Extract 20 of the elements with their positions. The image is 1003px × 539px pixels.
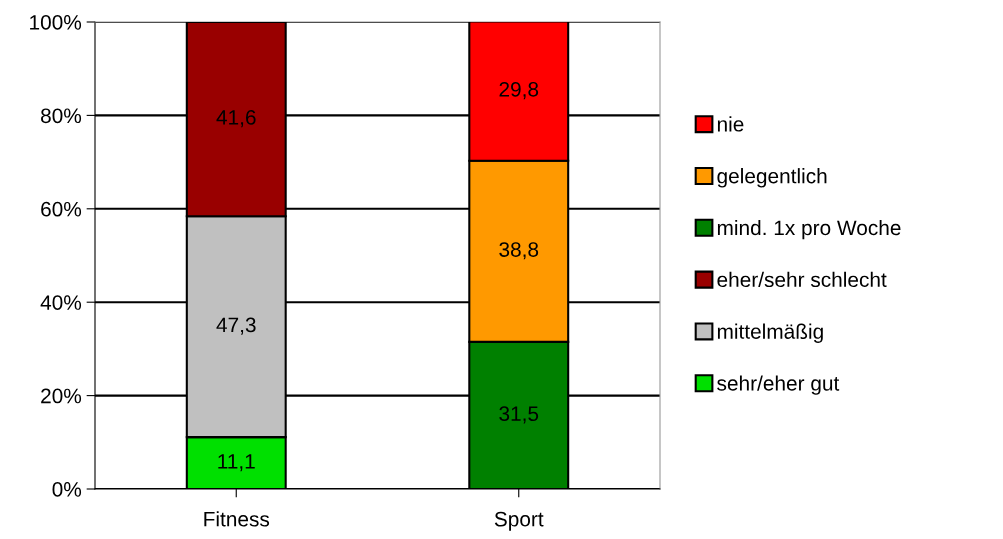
y-tick-label: 0% — [52, 482, 82, 497]
data-label: 41,6 — [216, 109, 256, 128]
legend-label: sehr/eher gut — [717, 375, 840, 395]
y-tick-label: 60% — [41, 201, 82, 217]
y-tick-label: 100% — [30, 15, 82, 30]
data-label: 29,8 — [499, 81, 539, 100]
y-tick-label: 20% — [41, 388, 82, 404]
legend-label: eher/sehr schlecht — [717, 271, 887, 288]
x-tick-label: Sport — [494, 511, 544, 531]
data-label: 11,1 — [218, 454, 255, 472]
y-tick-label: 80% — [41, 108, 82, 124]
legend-label: gelegentlich — [717, 168, 827, 188]
legend-label: mind. 1x pro Woche — [717, 219, 901, 240]
legend-label: nie — [717, 116, 744, 132]
x-tick-label: Fitness — [204, 511, 270, 527]
data-label: 47,3 — [216, 317, 256, 335]
y-tick-label: 40% — [40, 295, 82, 310]
data-label: 31,5 — [499, 406, 539, 424]
data-label: 38,8 — [499, 242, 539, 260]
legend-label: mittelmäßig — [717, 323, 823, 343]
